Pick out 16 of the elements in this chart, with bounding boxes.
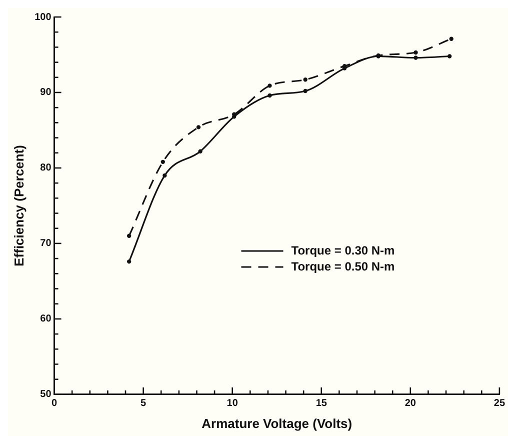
y-tick-label: 90 xyxy=(40,87,52,98)
x-tick-label: 10 xyxy=(226,398,238,410)
x-tick-label: 15 xyxy=(316,398,328,410)
x-axis-title: Armature Voltage (Volts) xyxy=(202,416,352,431)
y-tick-label: 50 xyxy=(40,389,52,400)
legend-label: Torque = 0.50 N-m xyxy=(291,259,395,274)
legend-label: Torque = 0.30 N-m xyxy=(291,243,395,258)
x-tick-label: 0 xyxy=(52,398,58,410)
x-tick-label: 20 xyxy=(404,398,416,410)
y-tick-label: 100 xyxy=(34,12,52,23)
y-tick-label: 80 xyxy=(40,162,52,174)
y-tick-label: 60 xyxy=(40,314,52,325)
x-tick-label: 25 xyxy=(494,398,506,410)
y-axis-title: Efficiency (Percent) xyxy=(11,145,26,266)
y-tick-label: 70 xyxy=(40,238,52,250)
x-tick-label: 5 xyxy=(140,398,147,410)
